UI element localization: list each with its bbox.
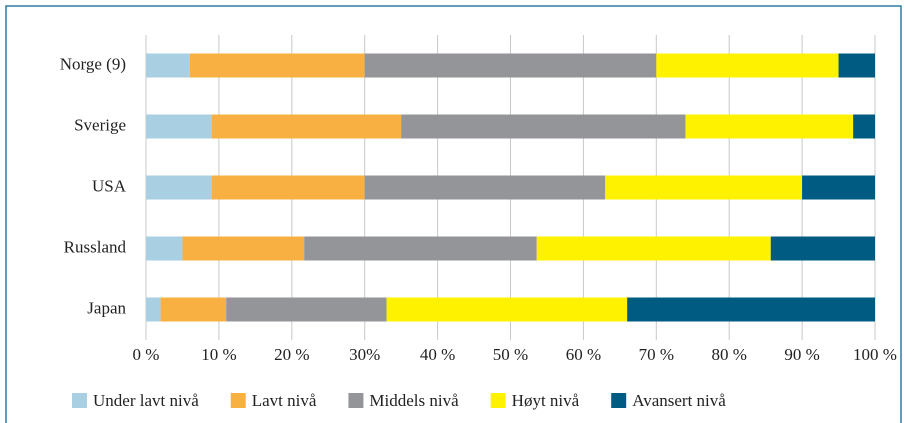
bar-segment bbox=[536, 236, 771, 261]
x-tick-label: 50 % bbox=[493, 345, 528, 364]
bar-segment bbox=[146, 236, 183, 261]
legend-label: Lavt nivå bbox=[252, 391, 317, 410]
x-tick-label: 60 % bbox=[566, 345, 601, 364]
y-tick-label: Sverige bbox=[74, 115, 126, 134]
x-tick-label: 10 % bbox=[201, 345, 236, 364]
y-tick-label: Norge (9) bbox=[60, 54, 126, 73]
legend-swatch bbox=[348, 393, 364, 408]
legend-label: Avansert nivå bbox=[632, 391, 726, 410]
bar-segment bbox=[401, 114, 686, 139]
bar-segment bbox=[211, 114, 402, 139]
x-tick-label: 70 % bbox=[639, 345, 674, 364]
legend-label: Under lavt nivå bbox=[93, 391, 199, 410]
bar-segment bbox=[853, 114, 875, 139]
bar-segment bbox=[146, 53, 190, 78]
bar-segment bbox=[838, 53, 875, 78]
legend-swatch bbox=[230, 393, 246, 408]
bar-segment bbox=[211, 175, 365, 200]
y-tick-label: Japan bbox=[87, 298, 126, 317]
legend-label: Middels nivå bbox=[369, 391, 459, 410]
x-tick-label: 80 % bbox=[711, 345, 746, 364]
bar-segment bbox=[802, 175, 875, 200]
bar-segment bbox=[160, 297, 227, 322]
bar-segment bbox=[656, 53, 839, 78]
y-tick-label: USA bbox=[92, 176, 127, 195]
frame bbox=[5, 5, 902, 423]
bar-segment bbox=[364, 175, 606, 200]
x-tick-label: 90 % bbox=[784, 345, 819, 364]
x-tick-label: 40 % bbox=[420, 345, 455, 364]
bar-segment bbox=[770, 236, 875, 261]
bar-segment bbox=[189, 53, 365, 78]
bar-segment bbox=[304, 236, 537, 261]
x-tick-label: 100 % bbox=[853, 345, 897, 364]
y-tick-label: Russland bbox=[64, 237, 127, 256]
bar-segment bbox=[364, 53, 657, 78]
bar-segment bbox=[226, 297, 387, 322]
x-tick-label: 20 % bbox=[274, 345, 309, 364]
bar-segment bbox=[146, 175, 212, 200]
legend-swatch bbox=[72, 393, 87, 408]
x-tick-label: 0 % bbox=[133, 345, 160, 364]
bar-segment bbox=[146, 297, 161, 322]
bar-segment bbox=[605, 175, 803, 200]
bar-segment bbox=[182, 236, 305, 261]
legend-swatch bbox=[611, 393, 627, 408]
x-tick-label: 30% bbox=[349, 345, 380, 364]
bar-segment bbox=[685, 114, 854, 139]
bar-segment bbox=[627, 297, 875, 322]
legend-swatch bbox=[490, 393, 506, 408]
bar-segment bbox=[146, 114, 212, 139]
bar-segment bbox=[386, 297, 628, 322]
legend-label: Høyt nivå bbox=[512, 391, 580, 410]
